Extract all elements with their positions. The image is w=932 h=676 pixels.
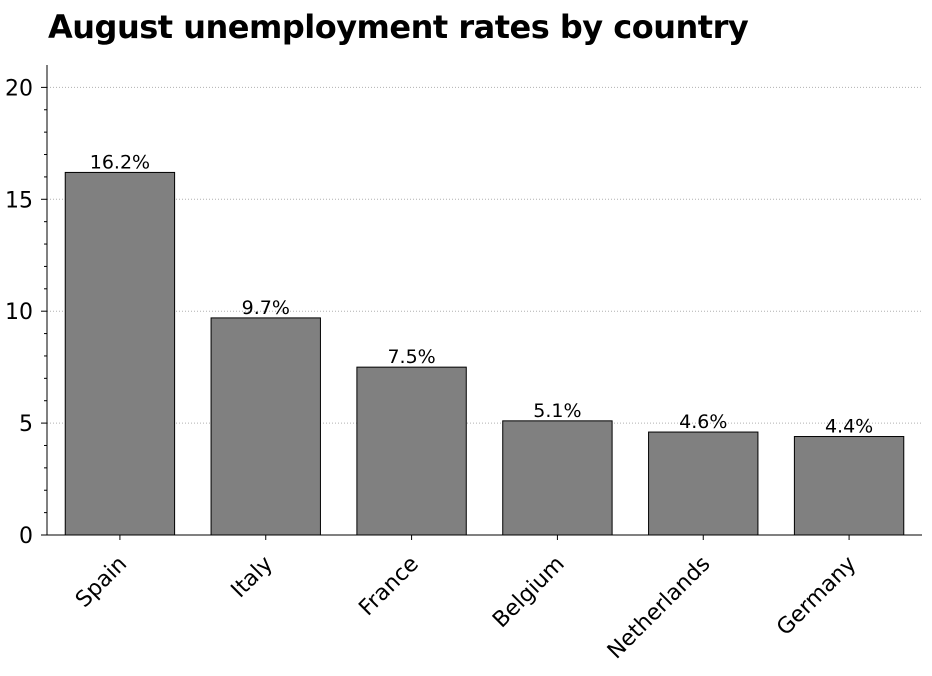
x-category-label: Spain — [71, 552, 132, 613]
data-label: 4.4% — [825, 416, 873, 438]
data-label: 5.1% — [533, 400, 581, 422]
y-tick-label: 0 — [19, 524, 33, 549]
bar-spain — [64, 171, 176, 536]
y-tick-label: 5 — [19, 412, 33, 437]
x-category-label: Belgium — [488, 552, 569, 633]
y-tick-label: 10 — [5, 300, 33, 325]
bar-italy — [210, 317, 321, 536]
bar-belgium — [502, 420, 613, 536]
x-category-label: Germany — [772, 552, 861, 641]
bar-france — [356, 366, 467, 536]
x-category-label: Italy — [227, 552, 278, 603]
bar-germany — [793, 436, 905, 536]
x-category-label: France — [354, 552, 423, 621]
y-tick-label: 15 — [5, 188, 33, 213]
x-category-label: Netherlands — [603, 552, 716, 665]
data-label: 16.2% — [90, 151, 150, 173]
data-label: 9.7% — [242, 297, 290, 319]
bar-netherlands — [648, 431, 759, 536]
data-label: 4.6% — [679, 411, 727, 433]
y-tick-label: 20 — [5, 76, 33, 101]
data-label: 7.5% — [387, 346, 435, 368]
chart-title: August unemployment rates by country — [48, 8, 749, 46]
